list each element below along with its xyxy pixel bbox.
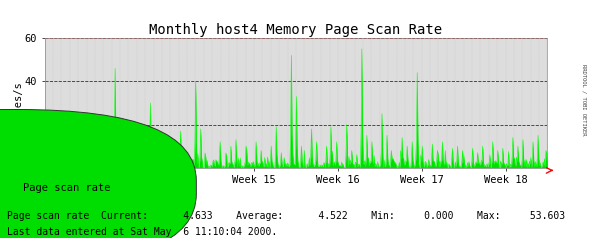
Text: Page scan rate  Current:      4.633    Average:      4.522    Min:     0.000    : Page scan rate Current: 4.633 Average: 4… xyxy=(7,211,565,221)
Y-axis label: Pages/s: Pages/s xyxy=(13,81,23,125)
Text: RRDTOOL / TOBI OETIKER: RRDTOOL / TOBI OETIKER xyxy=(582,64,587,136)
Text: Last data entered at Sat May  6 11:10:04 2000.: Last data entered at Sat May 6 11:10:04 … xyxy=(7,227,277,237)
Title: Monthly host4 Memory Page Scan Rate: Monthly host4 Memory Page Scan Rate xyxy=(149,23,443,37)
Text: Page scan rate: Page scan rate xyxy=(23,183,110,193)
